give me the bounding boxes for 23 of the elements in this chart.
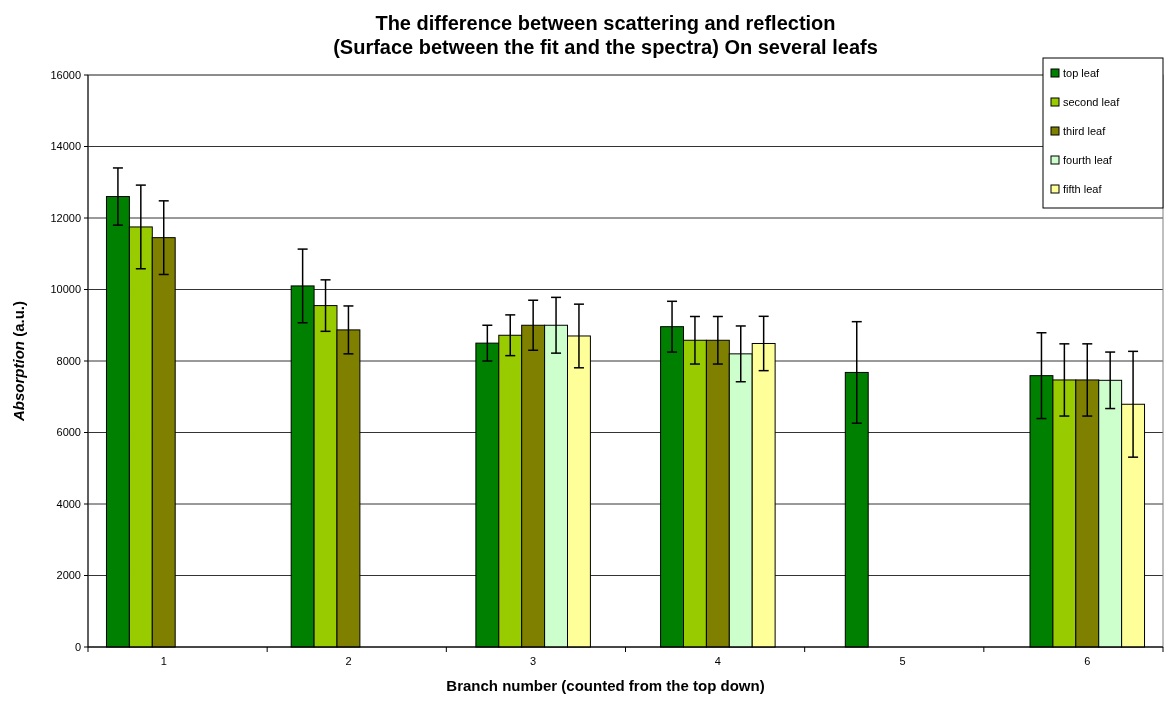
x-axis-title: Branch number (counted from the top down): [446, 677, 765, 694]
x-tick-label: 6: [1084, 655, 1091, 667]
y-tick-label: 6000: [56, 426, 81, 439]
x-tick-label: 4: [714, 655, 721, 667]
legend-label: fifth leaf: [1063, 182, 1103, 195]
x-tick-label: 5: [899, 655, 906, 667]
x-tick-label: 1: [160, 655, 167, 667]
legend-label: third leaf: [1063, 124, 1107, 137]
chart-title: The difference between scattering and reflection (Surface between the fit and the spectra) On several leafs: [333, 12, 878, 58]
y-tick-label: 2000: [56, 569, 81, 582]
legend-label: second leaf: [1063, 95, 1121, 108]
x-tick-label: 3: [530, 655, 537, 667]
y-tick-label: 4000: [56, 497, 81, 510]
legend-label: top leaf: [1063, 66, 1101, 79]
y-tick-label: 10000: [50, 283, 81, 296]
y-tick-label: 12000: [50, 211, 81, 224]
y-axis-title: Absorption (a.u.): [10, 301, 27, 422]
y-tick-label: 8000: [56, 354, 81, 367]
y-tick-label: 0: [74, 640, 81, 653]
legend-label: fourth leaf: [1063, 153, 1113, 166]
y-tick-label: 14000: [50, 140, 81, 153]
x-tick-label: 2: [345, 655, 352, 667]
y-tick-label: 16000: [50, 68, 81, 81]
